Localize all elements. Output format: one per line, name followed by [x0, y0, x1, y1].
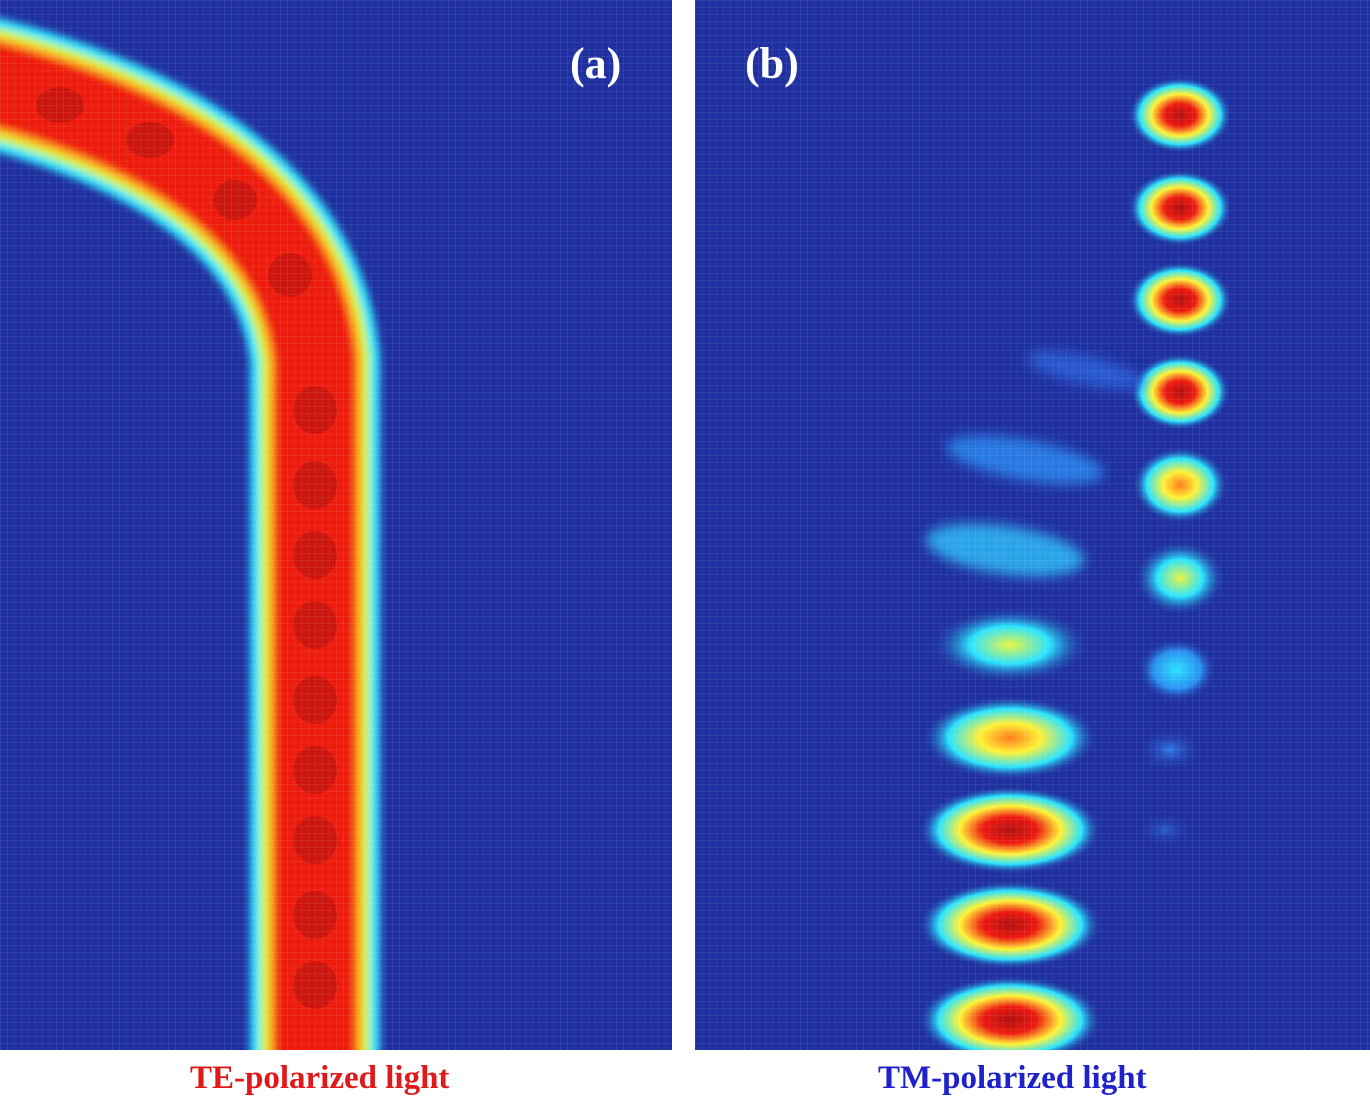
- transition-streaks: [925, 351, 1144, 577]
- panel-label-b: (b): [745, 39, 799, 88]
- field-map-panel-b: [695, 0, 1370, 1050]
- field-map-panel-a: [0, 0, 672, 1050]
- tm-mode-coupling: [918, 77, 1232, 1050]
- caption-te: TE-polarized light: [190, 1060, 450, 1096]
- intensity-maxima: [36, 87, 337, 1009]
- right-guide-spots: [1128, 77, 1232, 848]
- caption-tm: TM-polarized light: [878, 1060, 1147, 1096]
- left-guide-spots: [918, 607, 1102, 1050]
- panel-label-a: (a): [570, 39, 622, 88]
- te-waveguide-bend: [0, 18, 380, 1050]
